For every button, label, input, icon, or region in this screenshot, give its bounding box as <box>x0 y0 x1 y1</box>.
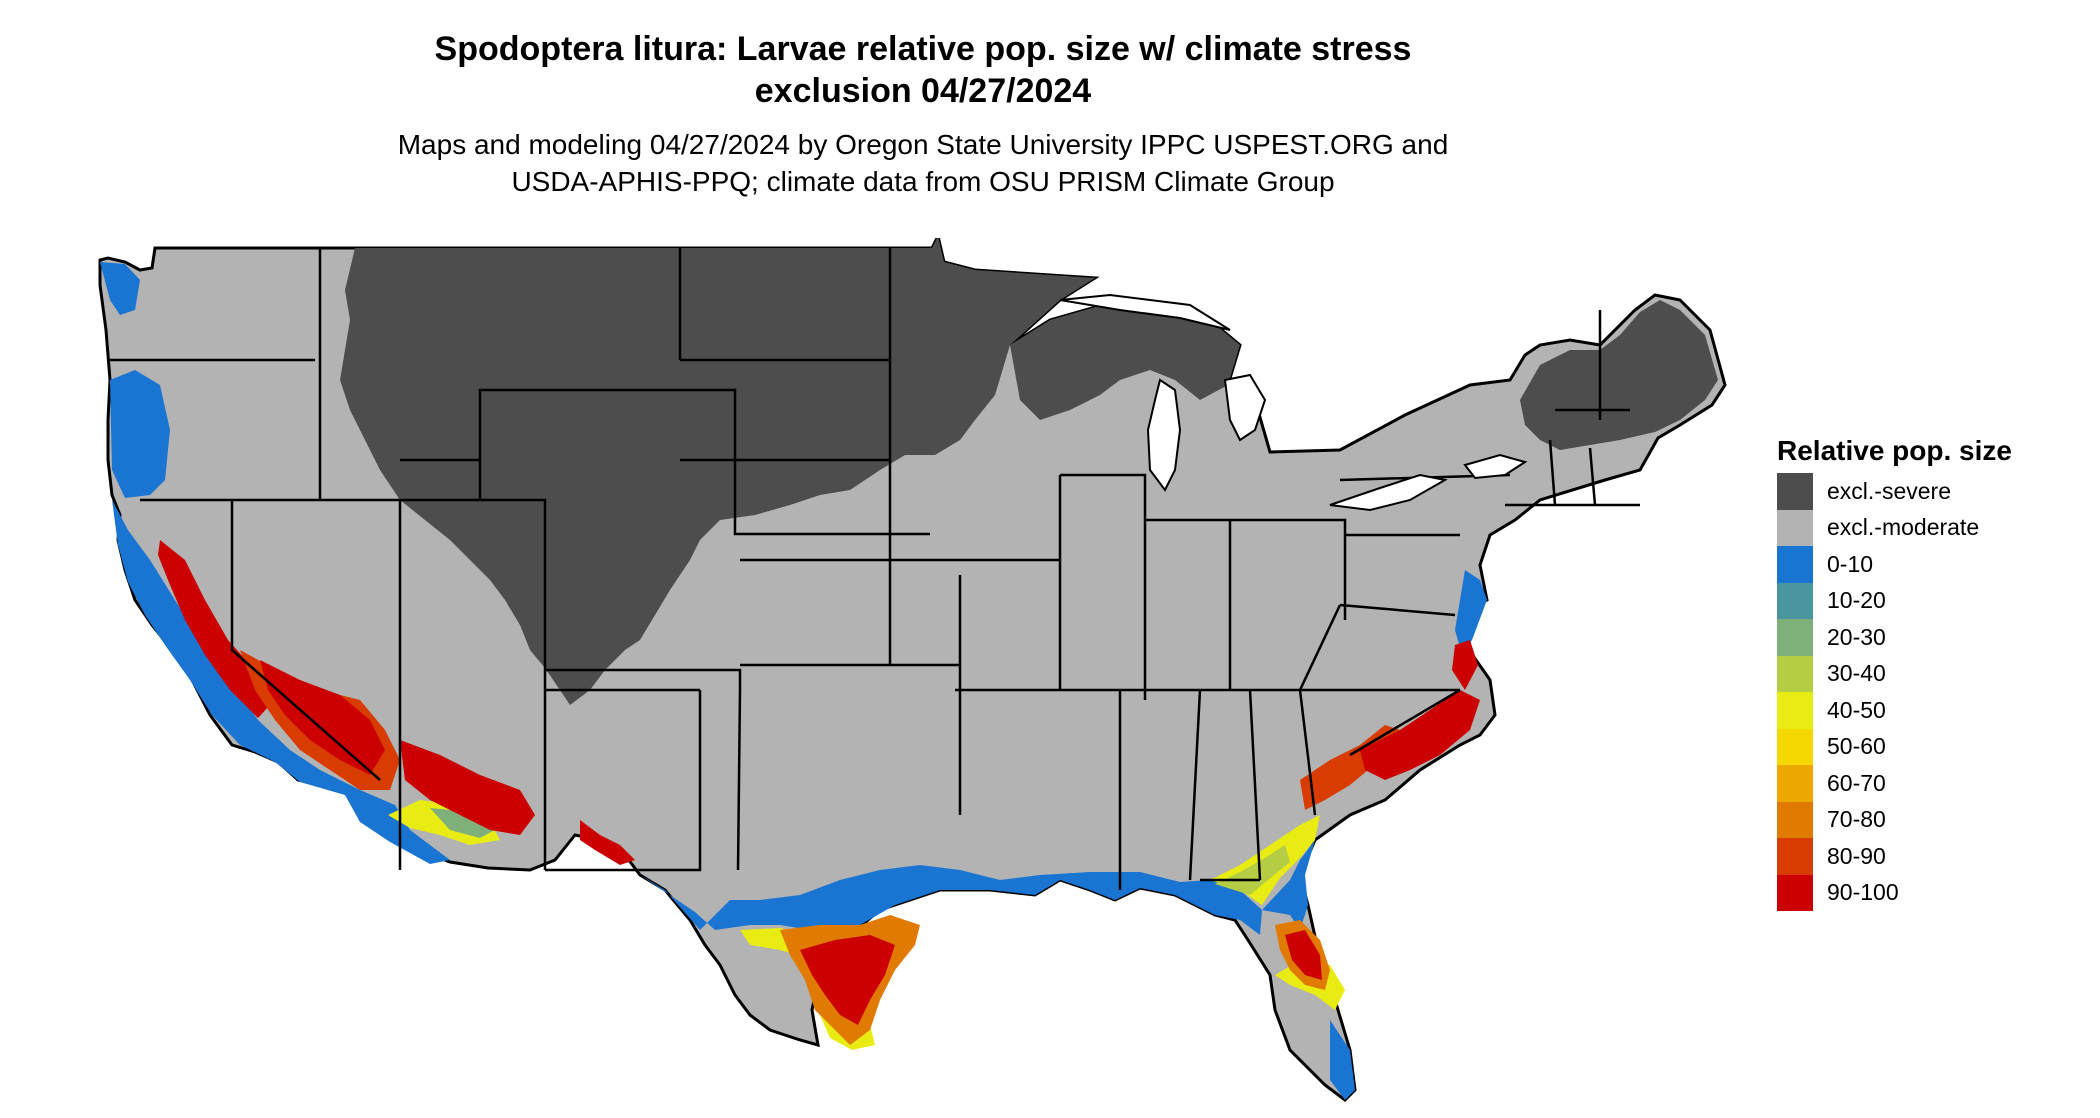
legend-swatch <box>1777 728 1813 765</box>
legend-label: 60-70 <box>1827 769 1886 796</box>
legend-item: 90-100 <box>1777 874 2077 911</box>
legend-swatch <box>1777 509 1813 546</box>
map-title-line-1: Spodoptera litura: Larvae relative pop. … <box>434 30 1412 68</box>
map-subtitle-line-1: Maps and modeling 04/27/2024 by Oregon S… <box>397 129 1449 160</box>
legend-swatch <box>1777 619 1813 656</box>
legend-label: 10-20 <box>1827 587 1886 614</box>
excl-severe-areas <box>340 238 1718 705</box>
legend-label: 40-50 <box>1827 696 1886 723</box>
legend-label: 30-40 <box>1827 660 1886 687</box>
legend-label: 0-10 <box>1827 550 1874 577</box>
legend-items: excl.-severe excl.-moderate 0-10 10-20 20-30… <box>1777 473 2077 911</box>
map-legend: Relative pop. size excl.-severe excl.-mod… <box>1777 433 2077 911</box>
legend-swatch <box>1777 874 1813 911</box>
legend-item: 10-20 <box>1777 582 2077 619</box>
legend-item: 20-30 <box>1777 619 2077 656</box>
legend-swatch <box>1777 582 1813 619</box>
legend-item: 80-90 <box>1777 838 2077 875</box>
legend-swatch <box>1777 473 1813 510</box>
pop-80-100-areas <box>158 540 1480 1045</box>
legend-swatch <box>1777 655 1813 692</box>
map-title-line-2: exclusion 04/27/2024 <box>754 72 1092 110</box>
legend-swatch <box>1777 692 1813 729</box>
legend-label: 50-60 <box>1827 733 1886 760</box>
legend-item: 40-50 <box>1777 692 2077 729</box>
legend-label: 20-30 <box>1827 623 1886 650</box>
state-boundaries <box>108 248 1640 890</box>
legend-label: 70-80 <box>1827 806 1886 833</box>
legend-swatch <box>1777 838 1813 875</box>
legend-label: 90-100 <box>1827 879 1899 906</box>
legend-item: 60-70 <box>1777 765 2077 802</box>
legend-label: excl.-moderate <box>1827 514 1980 541</box>
legend-item: 70-80 <box>1777 801 2077 838</box>
legend-title: Relative pop. size <box>1777 435 2012 466</box>
legend-item: excl.-severe <box>1777 473 2077 510</box>
legend-swatch <box>1777 546 1813 583</box>
legend-swatch <box>1777 765 1813 802</box>
us-population-map <box>98 238 1727 1102</box>
legend-item: 50-60 <box>1777 728 2077 765</box>
map-subtitle-line-2: USDA-APHIS-PPQ; climate data from OSU PR… <box>511 166 1335 197</box>
legend-label: 80-90 <box>1827 842 1886 869</box>
legend-item: 30-40 <box>1777 655 2077 692</box>
legend-item: 0-10 <box>1777 546 2077 583</box>
great-lakes <box>1059 293 1528 512</box>
legend-item: excl.-moderate <box>1777 509 2077 546</box>
pop-0-10-areas <box>100 262 1487 1100</box>
legend-label: excl.-severe <box>1827 477 1951 504</box>
legend-swatch <box>1777 801 1813 838</box>
